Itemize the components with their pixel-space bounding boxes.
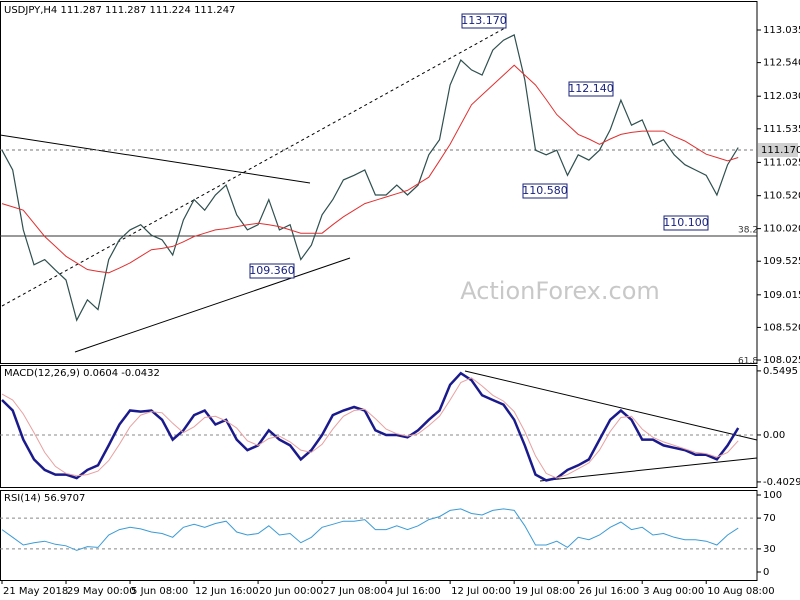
watermark: ActionForex.com	[460, 277, 660, 305]
series-line	[1, 371, 740, 482]
annotation-label: 109.360	[249, 264, 295, 277]
chart-title: USDJPY,H4 111.287 111.287 111.224 111.24…	[4, 5, 235, 16]
y-tick-label: 111.535	[763, 124, 800, 135]
y-tick-label: 109.015	[763, 290, 800, 301]
annotation: 112.140	[568, 81, 614, 97]
x-tick-label: 10 Aug 08:00	[707, 586, 774, 597]
y-tick-label: 109.525	[763, 256, 800, 267]
x-tick-label: 21 May 2018	[3, 586, 68, 597]
y-tick-label: 108.520	[763, 322, 800, 333]
main-panel-frame	[0, 1, 758, 364]
annotation-label: 113.170	[461, 14, 507, 27]
y-tick-label: 108.025	[763, 355, 800, 366]
x-tick-label: 20 Jun 00:00	[259, 586, 323, 597]
price-label: 111.170	[761, 145, 800, 156]
x-tick-label: 19 Jul 08:00	[515, 586, 575, 597]
series-line	[1, 64, 739, 274]
y-tick-label: 0	[763, 567, 769, 578]
annotation: 110.100	[663, 215, 709, 231]
fib-label: 38.2	[738, 226, 758, 236]
price-label-box	[758, 143, 798, 157]
x-tick-label: 3 Aug 00:00	[643, 586, 704, 597]
resistance-line	[0, 134, 311, 184]
annotation: 109.360	[249, 263, 295, 279]
y-tick-label: 112.030	[763, 91, 800, 102]
trendlines	[0, 27, 758, 482]
series-line	[1, 377, 739, 479]
x-tick-label: 27 Jun 08:00	[323, 586, 387, 597]
frames	[0, 1, 758, 581]
fib-label: 61.8	[738, 357, 758, 367]
y-tick-label: 110.520	[763, 191, 800, 202]
y-tick-label: 70	[763, 513, 776, 524]
macd-trendline	[539, 457, 758, 482]
annotation-label: 112.140	[568, 82, 614, 95]
macd-title: MACD(12,26,9) 0.0604 -0.0432	[4, 368, 160, 379]
series-line	[1, 34, 739, 322]
y-tick-label: 100	[763, 490, 782, 501]
y-tick-label: 112.540	[763, 58, 800, 69]
support-line	[74, 257, 351, 353]
y-tick-label: 30	[763, 544, 776, 555]
x-tick-label: 26 Jul 16:00	[579, 586, 639, 597]
y-tick-label: 111.025	[763, 157, 800, 168]
x-tick-label: 4 Jul 16:00	[387, 586, 441, 597]
y-tick-label: 0.00	[763, 430, 785, 441]
annotation-label: 110.100	[663, 216, 709, 229]
x-tick-label: 5 Jun 08:00	[131, 586, 188, 597]
macd-panel-frame	[0, 365, 758, 488]
annotation: 113.170	[461, 13, 507, 29]
x-tick-label: 12 Jun 16:00	[195, 586, 259, 597]
rsi-panel-frame	[0, 490, 758, 581]
y-tick-label: -0.4029	[763, 477, 800, 488]
rsi-title: RSI(14) 56.9707	[4, 493, 85, 504]
macd-trendline	[464, 370, 758, 441]
annotation-label: 110.580	[522, 184, 568, 197]
y-tick-label: 0.5495	[763, 366, 798, 377]
series-line	[1, 508, 739, 551]
annotation: 110.580	[522, 183, 568, 199]
y-tick-label: 113.035	[763, 25, 800, 36]
y-tick-label: 110.020	[763, 224, 800, 235]
x-tick-label: 12 Jul 00:00	[451, 586, 511, 597]
x-tick-label: 29 May 00:00	[67, 586, 136, 597]
